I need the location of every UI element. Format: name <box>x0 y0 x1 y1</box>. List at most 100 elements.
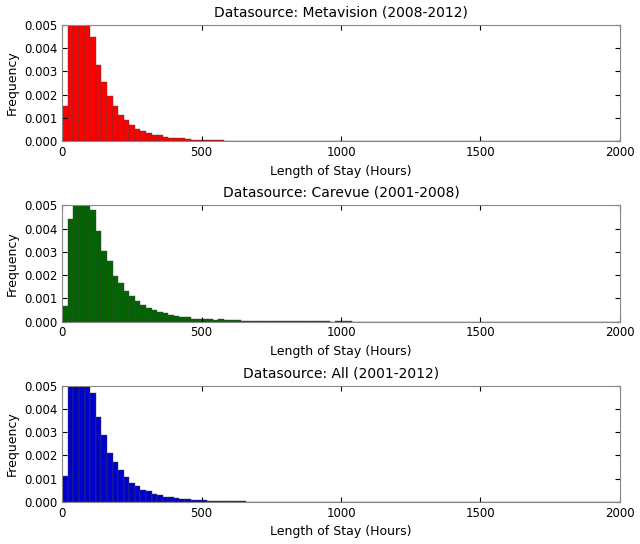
Bar <box>196 140 202 141</box>
Bar <box>146 491 152 502</box>
Bar <box>163 137 168 141</box>
Bar <box>140 305 146 322</box>
Bar <box>129 125 135 141</box>
Bar <box>230 501 235 502</box>
Bar <box>185 139 191 141</box>
Bar <box>163 313 168 322</box>
Bar <box>207 500 213 502</box>
Bar <box>191 140 196 141</box>
Bar <box>241 320 246 322</box>
Bar <box>252 320 257 322</box>
Bar <box>174 498 179 502</box>
Bar <box>218 319 224 322</box>
Bar <box>179 317 185 322</box>
Bar <box>90 36 96 141</box>
Bar <box>191 500 196 502</box>
Bar <box>152 135 157 141</box>
Bar <box>101 251 107 322</box>
Bar <box>152 310 157 322</box>
Bar <box>90 393 96 502</box>
Bar <box>207 140 213 141</box>
Bar <box>202 319 207 322</box>
Bar <box>218 501 224 502</box>
Bar <box>84 365 90 502</box>
Bar <box>74 324 79 502</box>
Bar <box>84 4 90 141</box>
X-axis label: Length of Stay (Hours): Length of Stay (Hours) <box>270 345 412 358</box>
Bar <box>96 65 101 141</box>
Bar <box>74 0 79 141</box>
Bar <box>185 499 191 502</box>
Bar <box>257 321 263 322</box>
Bar <box>129 296 135 322</box>
Bar <box>224 501 230 502</box>
Bar <box>213 501 218 502</box>
Bar <box>113 462 118 502</box>
Bar <box>202 500 207 502</box>
Bar <box>146 133 152 141</box>
Bar <box>207 319 213 322</box>
Bar <box>213 140 218 141</box>
Bar <box>140 490 146 502</box>
Bar <box>213 319 218 322</box>
Bar <box>68 219 74 322</box>
Bar <box>124 291 129 322</box>
Bar <box>202 140 207 141</box>
Bar <box>168 138 174 141</box>
Bar <box>146 308 152 322</box>
Bar <box>157 135 163 141</box>
Bar <box>84 187 90 322</box>
Bar <box>179 499 185 502</box>
Bar <box>179 138 185 141</box>
Bar <box>79 0 84 141</box>
Bar <box>246 321 252 322</box>
Bar <box>118 283 124 322</box>
Bar <box>74 169 79 322</box>
Bar <box>124 477 129 502</box>
Bar <box>96 417 101 502</box>
Bar <box>101 82 107 141</box>
Bar <box>269 321 274 322</box>
Bar <box>62 106 68 141</box>
Bar <box>163 497 168 502</box>
Bar <box>107 96 113 141</box>
Bar <box>96 231 101 322</box>
Bar <box>174 316 179 322</box>
Bar <box>135 301 140 322</box>
Bar <box>152 493 157 502</box>
Bar <box>62 306 68 322</box>
Bar <box>62 476 68 502</box>
Bar <box>90 211 96 322</box>
Bar <box>196 500 202 502</box>
Bar <box>79 169 84 322</box>
X-axis label: Length of Stay (Hours): Length of Stay (Hours) <box>270 165 412 178</box>
Bar <box>168 497 174 502</box>
Y-axis label: Frequency: Frequency <box>6 51 19 115</box>
Bar <box>224 320 230 322</box>
Bar <box>224 140 230 141</box>
Bar <box>157 495 163 502</box>
Bar <box>218 140 224 141</box>
Bar <box>107 453 113 502</box>
Bar <box>235 320 241 322</box>
Bar <box>68 0 74 141</box>
Bar <box>129 483 135 502</box>
Bar <box>124 120 129 141</box>
Bar <box>118 115 124 141</box>
Title: Datasource: Metavision (2008-2012): Datasource: Metavision (2008-2012) <box>214 5 468 20</box>
Bar <box>118 470 124 502</box>
Bar <box>230 320 235 322</box>
Bar <box>101 435 107 502</box>
Title: Datasource: Carevue (2001-2008): Datasource: Carevue (2001-2008) <box>223 186 460 200</box>
Bar <box>196 319 202 322</box>
Bar <box>140 131 146 141</box>
X-axis label: Length of Stay (Hours): Length of Stay (Hours) <box>270 526 412 539</box>
Bar <box>113 106 118 141</box>
Bar <box>68 366 74 502</box>
Bar <box>113 276 118 322</box>
Bar <box>191 319 196 322</box>
Y-axis label: Frequency: Frequency <box>6 231 19 296</box>
Bar <box>135 129 140 141</box>
Bar <box>107 262 113 322</box>
Bar <box>135 486 140 502</box>
